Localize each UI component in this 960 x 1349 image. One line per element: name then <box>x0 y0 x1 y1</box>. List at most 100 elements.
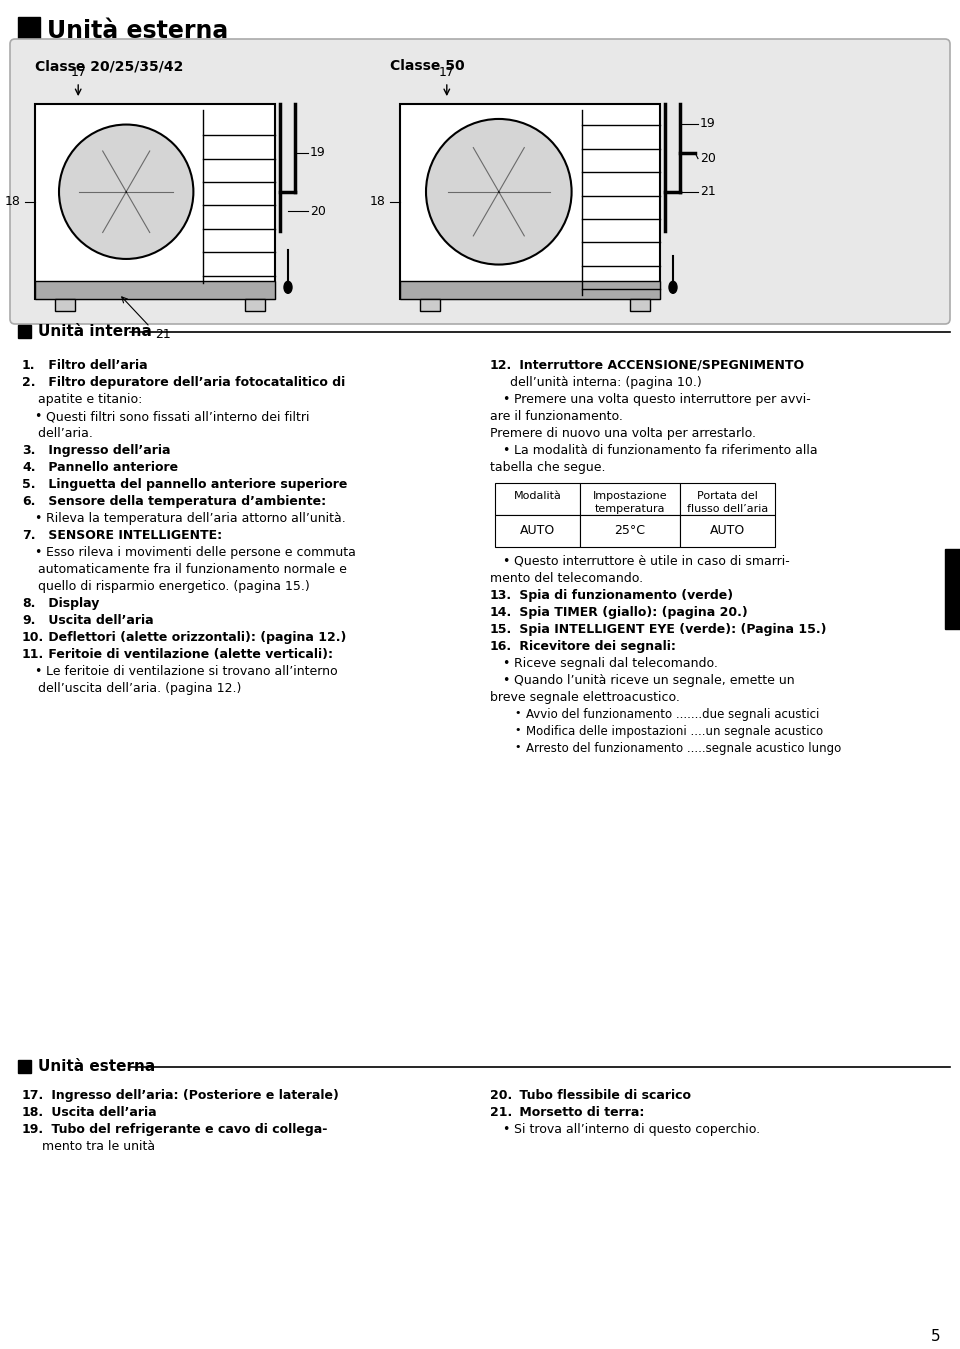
Bar <box>580 515 680 546</box>
Text: apatite e titanio:: apatite e titanio: <box>22 393 142 406</box>
Text: Ingresso dell’aria: (Posteriore e laterale): Ingresso dell’aria: (Posteriore e latera… <box>47 1089 339 1102</box>
Bar <box>680 515 775 546</box>
Text: Modifica delle impostazioni ....un segnale acustico: Modifica delle impostazioni ....un segna… <box>526 724 823 738</box>
Bar <box>495 515 580 546</box>
Text: Uscita dell’aria: Uscita dell’aria <box>47 1106 156 1120</box>
Text: Rileva la temperatura dell’aria attorno all’unità.: Rileva la temperatura dell’aria attorno … <box>46 513 346 525</box>
Text: 12.: 12. <box>490 359 513 372</box>
Text: •: • <box>502 444 510 457</box>
Bar <box>18 325 31 339</box>
Text: Ingresso dell’aria: Ingresso dell’aria <box>44 444 171 457</box>
Text: Impostazione: Impostazione <box>592 491 667 500</box>
Text: Le feritoie di ventilazione si trovano all’interno: Le feritoie di ventilazione si trovano a… <box>46 665 338 679</box>
Text: flusso dell’aria: flusso dell’aria <box>686 505 768 514</box>
Text: Unità esterna: Unità esterna <box>47 19 228 43</box>
Text: dell’uscita dell’aria. (pagina 12.): dell’uscita dell’aria. (pagina 12.) <box>22 683 241 695</box>
Text: Filtro dell’aria: Filtro dell’aria <box>44 359 148 372</box>
Text: Classe 20/25/35/42: Classe 20/25/35/42 <box>35 59 183 73</box>
Bar <box>945 549 960 629</box>
Text: •: • <box>34 410 41 424</box>
Text: Spia di funzionamento (verde): Spia di funzionamento (verde) <box>515 590 733 602</box>
Text: Classe 50: Classe 50 <box>390 59 465 73</box>
Text: 7.: 7. <box>22 529 36 542</box>
Text: AUTO: AUTO <box>520 525 555 537</box>
Text: 21: 21 <box>700 185 716 198</box>
Bar <box>630 299 650 312</box>
Bar <box>18 18 40 39</box>
Text: Unità interna: Unità interna <box>38 324 152 339</box>
Text: 2.: 2. <box>22 376 36 389</box>
Text: 4.: 4. <box>22 461 36 473</box>
Bar <box>400 104 660 299</box>
Bar <box>35 104 275 299</box>
Text: 20.: 20. <box>490 1089 513 1102</box>
Text: •: • <box>502 393 510 406</box>
Text: •: • <box>502 1122 510 1136</box>
Text: Riceve segnali dal telecomando.: Riceve segnali dal telecomando. <box>514 657 718 670</box>
Ellipse shape <box>284 282 292 293</box>
Text: •: • <box>34 546 41 558</box>
Text: Interruttore ACCENSIONE/SPEGNIMENTO: Interruttore ACCENSIONE/SPEGNIMENTO <box>515 359 804 372</box>
Text: Quando l’unità riceve un segnale, emette un: Quando l’unità riceve un segnale, emette… <box>514 674 795 687</box>
Text: 18: 18 <box>370 196 386 208</box>
Text: 21: 21 <box>155 328 171 340</box>
Ellipse shape <box>669 282 677 293</box>
Text: 8.: 8. <box>22 598 36 610</box>
Text: 1.: 1. <box>22 359 36 372</box>
Bar <box>495 483 580 515</box>
Text: 20: 20 <box>700 152 716 165</box>
Text: SENSORE INTELLIGENTE:: SENSORE INTELLIGENTE: <box>44 529 222 542</box>
Text: 5.: 5. <box>22 478 36 491</box>
Text: Esso rileva i movimenti delle persone e commuta: Esso rileva i movimenti delle persone e … <box>46 546 356 558</box>
Text: Questi filtri sono fissati all’interno dei filtri: Questi filtri sono fissati all’interno d… <box>46 410 309 424</box>
Text: La modalità di funzionamento fa riferimento alla: La modalità di funzionamento fa riferime… <box>514 444 818 457</box>
Text: Spia TIMER (giallo): (pagina 20.): Spia TIMER (giallo): (pagina 20.) <box>515 606 748 619</box>
Text: 19.: 19. <box>22 1122 44 1136</box>
Bar <box>35 282 275 299</box>
Bar <box>400 282 660 299</box>
Text: Morsetto di terra:: Morsetto di terra: <box>515 1106 644 1120</box>
FancyBboxPatch shape <box>10 39 950 324</box>
Text: Unità esterna: Unità esterna <box>38 1059 156 1074</box>
Text: Questo interruttore è utile in caso di smarri-: Questo interruttore è utile in caso di s… <box>514 554 790 568</box>
Text: 5: 5 <box>930 1329 940 1344</box>
Circle shape <box>426 119 571 264</box>
Text: mento del telecomando.: mento del telecomando. <box>490 572 643 585</box>
Text: 17.: 17. <box>22 1089 44 1102</box>
Text: 9.: 9. <box>22 614 36 627</box>
Text: mento tra le unità: mento tra le unità <box>22 1140 156 1153</box>
Text: Portata del: Portata del <box>697 491 758 500</box>
Text: 18.: 18. <box>22 1106 44 1120</box>
Text: 19: 19 <box>310 146 325 159</box>
Text: 25°C: 25°C <box>614 525 645 537</box>
Text: Ricevitore dei segnali:: Ricevitore dei segnali: <box>515 639 676 653</box>
Text: Arresto del funzionamento .....segnale acustico lungo: Arresto del funzionamento .....segnale a… <box>526 742 841 755</box>
Text: breve segnale elettroacustico.: breve segnale elettroacustico. <box>490 691 680 704</box>
Text: 10.: 10. <box>22 631 44 643</box>
Text: Si trova all’interno di questo coperchio.: Si trova all’interno di questo coperchio… <box>514 1122 760 1136</box>
Bar <box>580 483 680 515</box>
Text: AUTO: AUTO <box>709 525 745 537</box>
Text: quello di risparmio energetico. (pagina 15.): quello di risparmio energetico. (pagina … <box>22 580 310 594</box>
Text: Uscita dell’aria: Uscita dell’aria <box>44 614 154 627</box>
Text: 18: 18 <box>5 196 21 208</box>
Text: 21.: 21. <box>490 1106 513 1120</box>
Text: Modalità: Modalità <box>514 491 562 500</box>
Text: •: • <box>502 674 510 687</box>
Text: •: • <box>514 708 520 718</box>
Text: •: • <box>514 742 520 751</box>
Text: 6.: 6. <box>22 495 36 509</box>
Text: •: • <box>502 554 510 568</box>
Text: 17: 17 <box>439 66 455 80</box>
Text: Premere di nuovo una volta per arrestarlo.: Premere di nuovo una volta per arrestarl… <box>490 428 756 440</box>
Text: Premere una volta questo interruttore per avvi-: Premere una volta questo interruttore pe… <box>514 393 811 406</box>
Text: temperatura: temperatura <box>595 505 665 514</box>
Text: Avvio del funzionamento .......due segnali acustici: Avvio del funzionamento .......due segna… <box>526 708 820 720</box>
Text: •: • <box>34 665 41 679</box>
Text: 11.: 11. <box>22 648 44 661</box>
Bar <box>420 299 440 312</box>
Text: Display: Display <box>44 598 100 610</box>
Bar <box>18 1060 31 1072</box>
Text: Spia INTELLIGENT EYE (verde): (Pagina 15.): Spia INTELLIGENT EYE (verde): (Pagina 15… <box>515 623 827 635</box>
Bar <box>680 483 775 515</box>
